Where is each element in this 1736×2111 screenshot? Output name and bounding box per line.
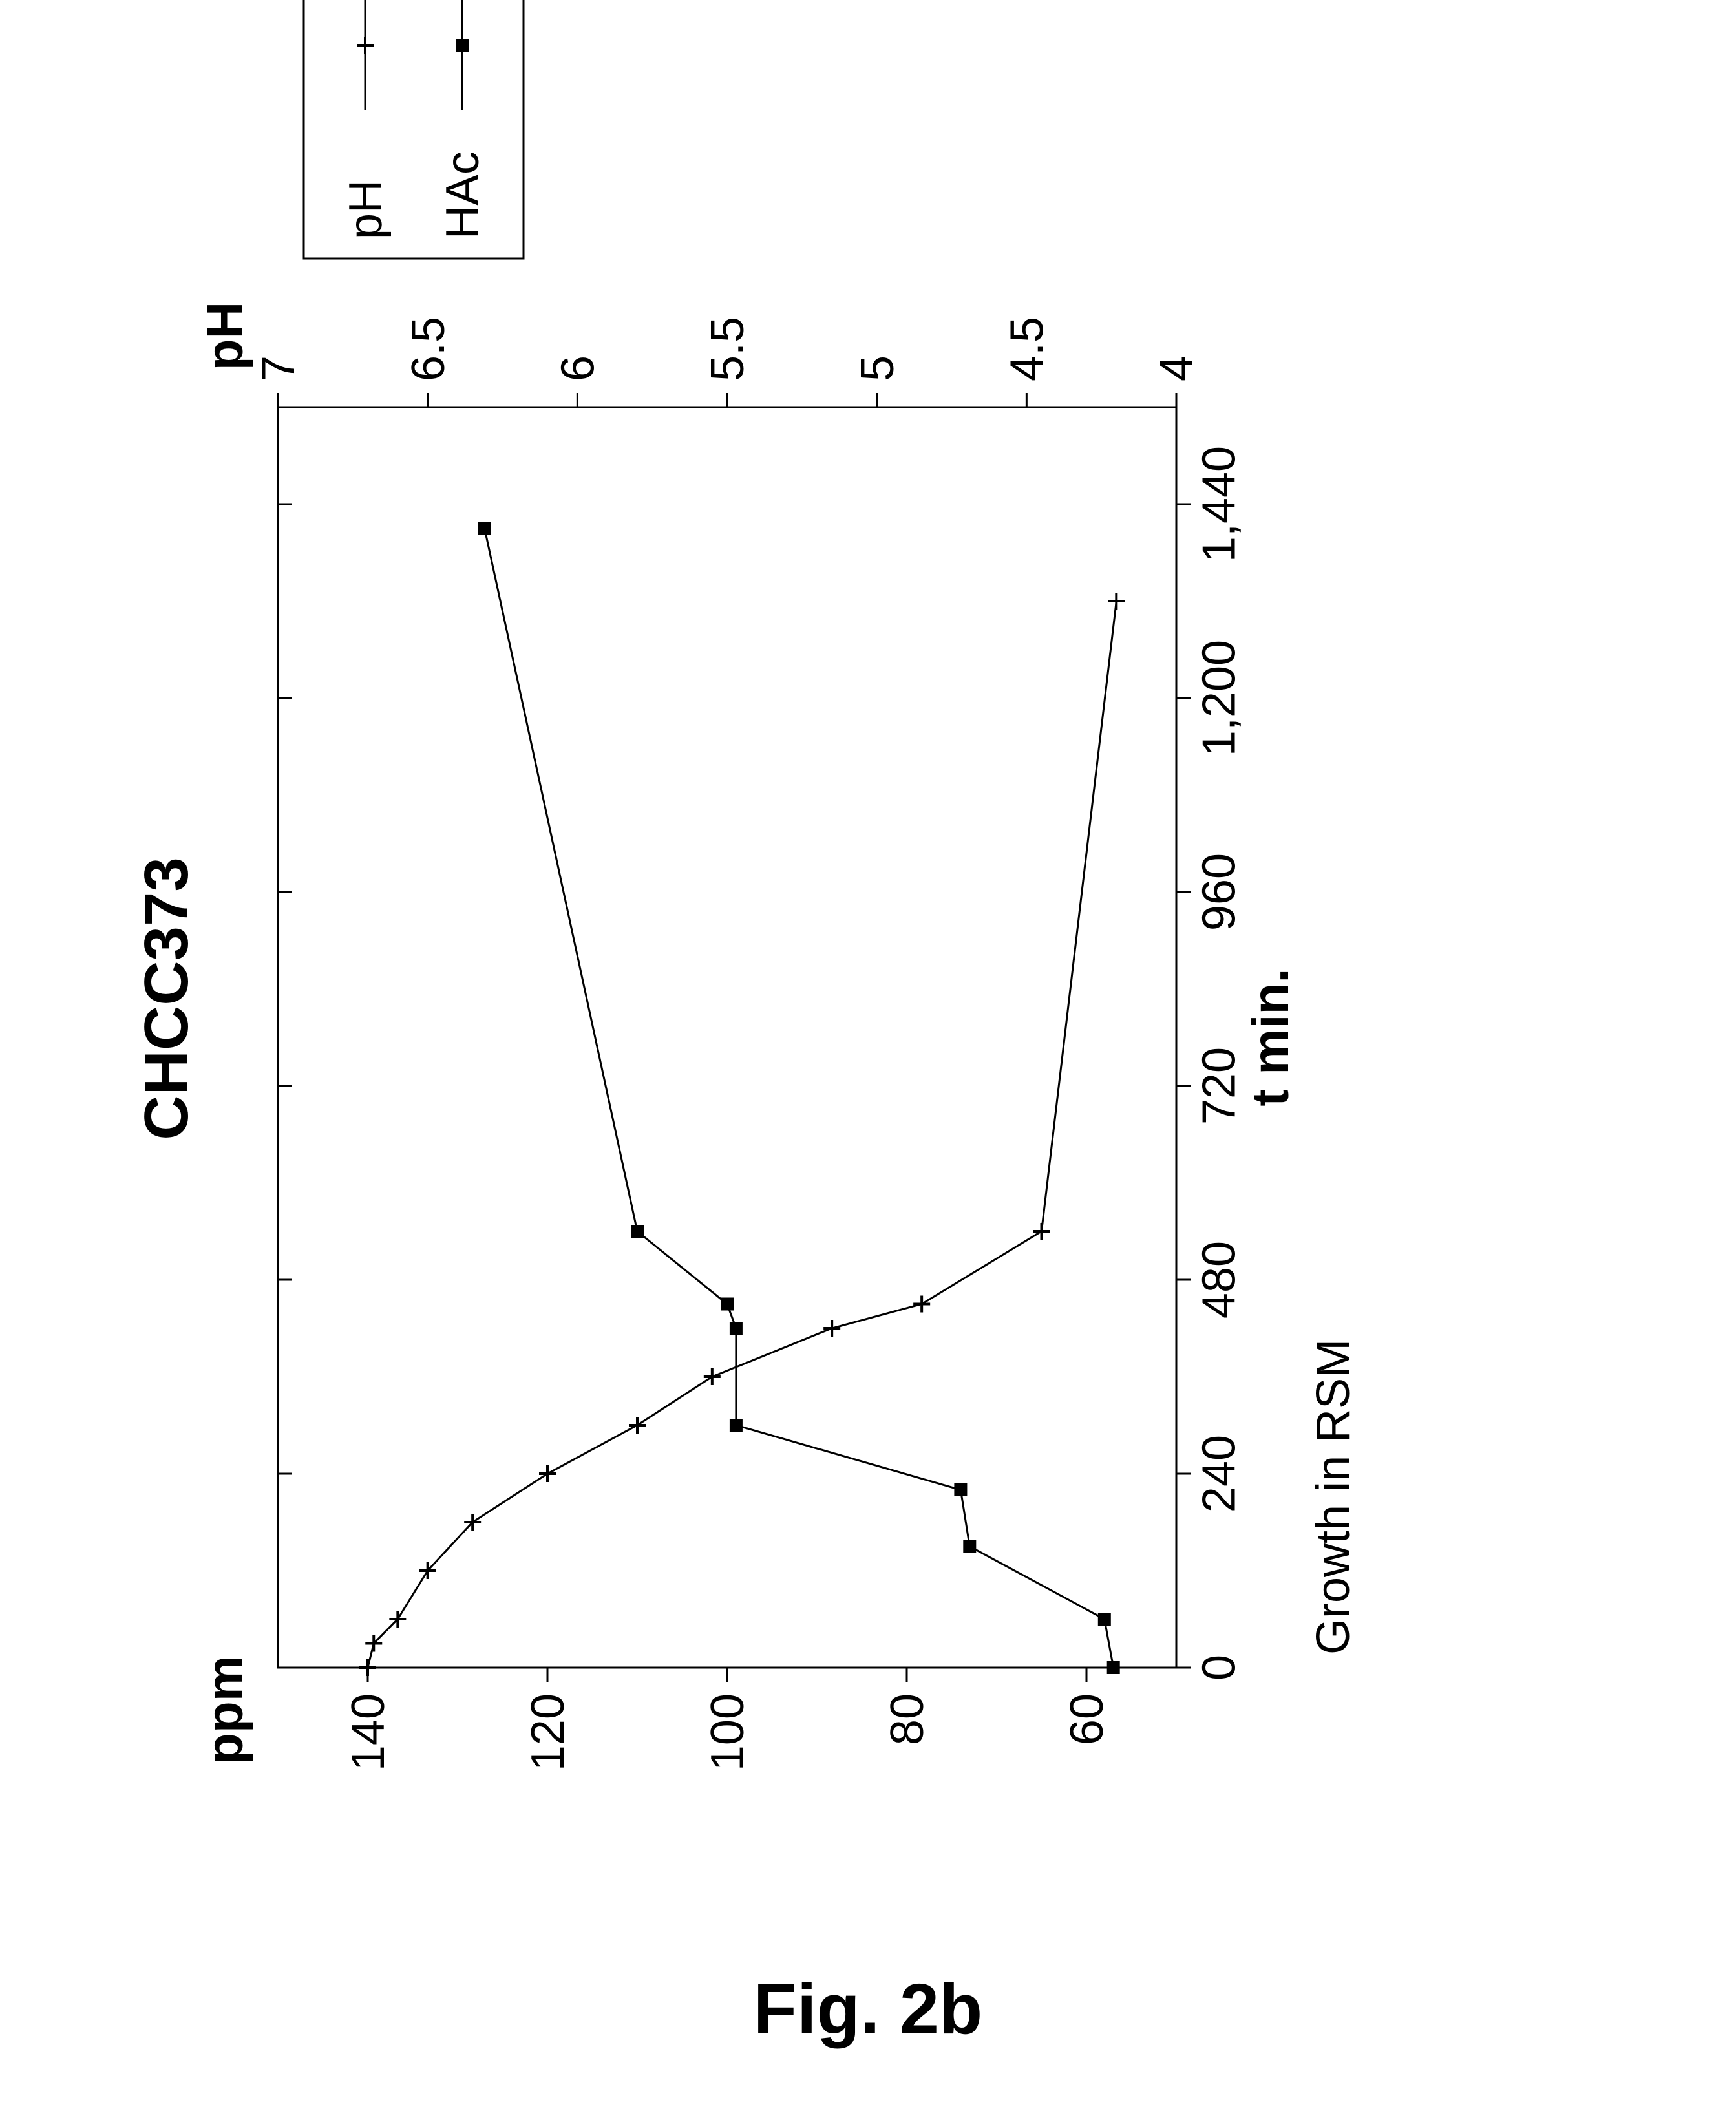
series-marker-hac <box>631 1225 644 1238</box>
legend-label: HAc <box>437 151 489 239</box>
series-line-ph <box>368 601 1116 1668</box>
series-marker-hac <box>730 1322 743 1335</box>
yright-tick-label: 6.5 <box>403 317 454 381</box>
series-marker-hac <box>478 522 491 535</box>
x-tick-label: 1,200 <box>1193 640 1245 756</box>
footer-note: Growth in RSM <box>1307 1339 1359 1655</box>
chart-rotated-group: 0 240 480 720 960 1,200 1,440 60 80 100 120 140 4 4.5… <box>132 0 1359 1771</box>
series-marker-hac <box>1098 1613 1111 1626</box>
x-tick-label: 720 <box>1193 1047 1245 1125</box>
x-tick-label: 240 <box>1193 1435 1245 1512</box>
yleft-axis-label: ppm <box>196 1655 253 1765</box>
yright-axis-label: pH <box>196 302 253 371</box>
series-marker-hac <box>730 1419 743 1432</box>
yleft-tick-label: 60 <box>1061 1693 1113 1745</box>
legend-label: pH <box>340 180 392 239</box>
chart-title: CHCC373 <box>132 857 201 1140</box>
yright-tick-label: 5.5 <box>702 317 754 381</box>
yleft-tick-label: 100 <box>702 1693 754 1771</box>
yright-tick-label: 5 <box>852 355 904 381</box>
legend-sample-marker <box>456 39 469 52</box>
x-axis-label: t min. <box>1242 968 1299 1106</box>
yright-tick-label: 7 <box>253 355 304 381</box>
yleft-tick-label: 140 <box>343 1693 394 1771</box>
series-marker-hac <box>963 1540 976 1553</box>
x-tick-label: 480 <box>1193 1241 1245 1319</box>
x-tick-label: 1,440 <box>1193 446 1245 562</box>
yright-tick-label: 6 <box>553 355 604 381</box>
legend-border <box>304 0 524 259</box>
yright-tick-label: 4.5 <box>1002 317 1053 381</box>
x-tick-label: 960 <box>1193 853 1245 931</box>
figure-svg: 0 240 480 720 960 1,200 1,440 60 80 100 120 140 4 4.5… <box>0 0 1736 2111</box>
series-line-hac <box>485 529 1114 1668</box>
page-root: 0 240 480 720 960 1,200 1,440 60 80 100 120 140 4 4.5… <box>0 0 1736 2111</box>
yright-tick-label: 4 <box>1151 355 1203 381</box>
series-marker-hac <box>1107 1661 1120 1674</box>
plot-border <box>278 407 1176 1668</box>
figure-label: Fig. 2b <box>754 1969 982 2049</box>
legend: pH HAc <box>304 0 524 259</box>
yleft-tick-label: 120 <box>522 1693 574 1771</box>
series-marker-hac <box>954 1483 967 1496</box>
series-marker-hac <box>721 1298 734 1311</box>
x-tick-label: 0 <box>1193 1655 1245 1681</box>
yleft-tick-label: 80 <box>882 1693 933 1745</box>
